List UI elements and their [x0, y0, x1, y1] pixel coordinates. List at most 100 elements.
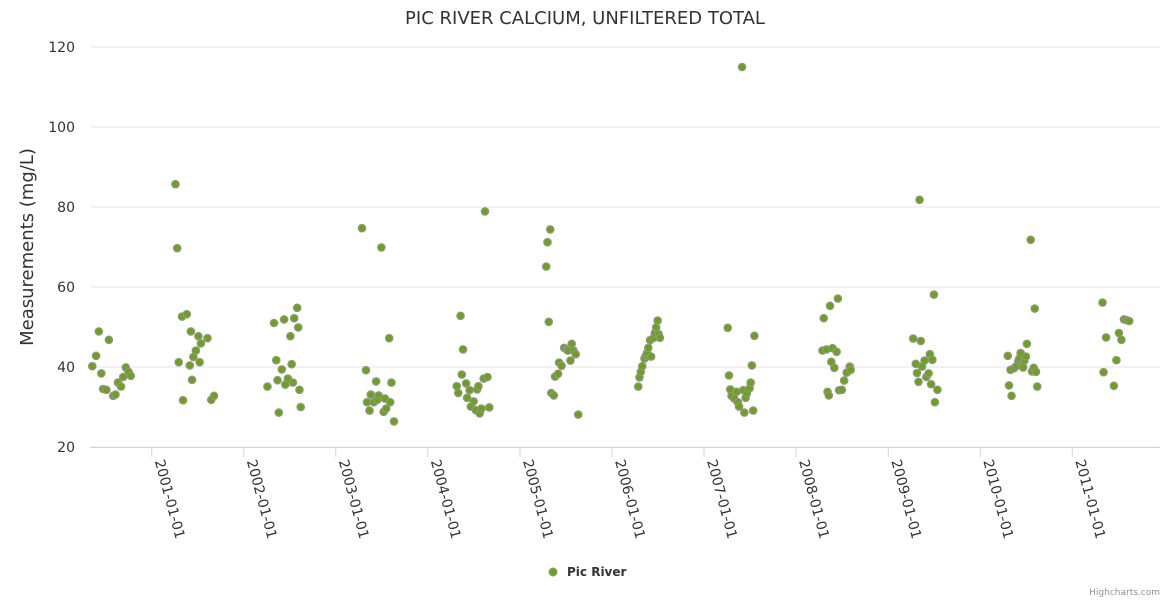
data-point[interactable] [371, 377, 381, 386]
data-point[interactable] [182, 309, 192, 319]
data-point[interactable] [1026, 235, 1035, 245]
data-point[interactable] [458, 345, 468, 354]
data-point[interactable] [644, 343, 653, 353]
data-point[interactable] [287, 359, 296, 369]
data-point[interactable] [833, 294, 843, 303]
data-point[interactable] [553, 369, 563, 379]
data-point[interactable] [933, 385, 942, 395]
data-point[interactable] [846, 365, 856, 375]
data-point[interactable] [930, 397, 940, 407]
data-point[interactable] [279, 315, 289, 324]
data-point[interactable] [366, 390, 376, 399]
data-point[interactable] [389, 417, 399, 426]
data-point[interactable] [289, 313, 299, 323]
data-point[interactable] [477, 404, 486, 413]
data-point[interactable] [104, 335, 114, 345]
data-point[interactable] [573, 410, 583, 419]
data-point[interactable] [655, 333, 665, 343]
data-point[interactable] [908, 334, 918, 343]
data-point[interactable] [484, 403, 494, 412]
data-point[interactable] [1117, 335, 1126, 345]
data-point[interactable] [1101, 333, 1111, 342]
data-point[interactable] [91, 351, 101, 361]
data-point[interactable] [384, 333, 394, 343]
data-point[interactable] [461, 379, 471, 388]
data-point[interactable] [1022, 339, 1032, 349]
data-point[interactable] [174, 357, 184, 367]
data-point[interactable] [928, 355, 937, 365]
data-point[interactable] [483, 372, 492, 382]
data-point[interactable] [116, 382, 126, 391]
data-point[interactable] [723, 323, 733, 333]
data-point[interactable] [87, 361, 97, 371]
data-point[interactable] [469, 397, 478, 406]
data-point[interactable] [543, 237, 552, 247]
data-point[interactable] [1098, 298, 1107, 307]
data-point[interactable] [456, 311, 465, 321]
data-point[interactable] [171, 179, 180, 189]
data-point[interactable] [1018, 363, 1028, 372]
data-point[interactable] [737, 62, 747, 72]
data-point[interactable] [286, 331, 295, 341]
data-point[interactable] [819, 313, 829, 323]
data-point[interactable] [920, 356, 929, 365]
data-point[interactable] [474, 381, 483, 391]
data-point[interactable] [1031, 367, 1041, 377]
data-point[interactable] [571, 349, 581, 359]
data-point[interactable] [274, 408, 284, 417]
data-point[interactable] [292, 303, 302, 313]
data-point[interactable] [377, 243, 386, 252]
data-point[interactable] [633, 382, 643, 391]
data-point[interactable] [293, 323, 303, 332]
data-point[interactable] [186, 327, 196, 336]
data-point[interactable] [734, 402, 744, 411]
data-point[interactable] [646, 352, 656, 361]
data-point[interactable] [263, 382, 272, 391]
data-point[interactable] [1112, 355, 1121, 365]
data-point[interactable] [637, 361, 647, 371]
data-point[interactable] [288, 378, 298, 387]
data-point[interactable] [544, 317, 554, 327]
data-point[interactable] [97, 369, 106, 378]
data-point[interactable] [839, 376, 849, 385]
data-point[interactable] [361, 365, 371, 375]
data-point[interactable] [825, 301, 835, 311]
data-point[interactable] [924, 369, 933, 378]
data-point[interactable] [1007, 391, 1016, 401]
data-point[interactable] [724, 371, 734, 380]
data-point[interactable] [747, 361, 757, 370]
data-point[interactable] [452, 381, 462, 391]
data-point[interactable] [187, 375, 197, 385]
data-point[interactable] [194, 331, 203, 341]
data-point[interactable] [185, 361, 195, 370]
data-point[interactable] [1003, 351, 1013, 361]
data-point[interactable] [1109, 381, 1119, 391]
data-point[interactable] [929, 290, 939, 299]
data-point[interactable] [748, 406, 758, 415]
data-point[interactable] [94, 327, 104, 336]
data-point[interactable] [465, 385, 474, 395]
legend[interactable]: Pic River [548, 565, 627, 579]
data-point[interactable] [387, 378, 396, 387]
data-point[interactable] [457, 370, 467, 379]
data-point[interactable] [1004, 381, 1014, 390]
data-point[interactable] [273, 375, 282, 385]
data-point[interactable] [830, 363, 839, 373]
data-point[interactable] [1124, 316, 1134, 326]
data-point[interactable] [740, 408, 749, 417]
data-point[interactable] [1021, 352, 1031, 361]
data-point[interactable] [557, 361, 566, 371]
data-point[interactable] [191, 346, 201, 355]
data-point[interactable] [269, 318, 279, 328]
data-point[interactable] [541, 262, 551, 271]
data-point[interactable] [126, 371, 136, 381]
data-point[interactable] [915, 195, 924, 205]
legend-label[interactable]: Pic River [567, 565, 627, 579]
data-point[interactable] [914, 377, 923, 387]
data-point[interactable] [549, 391, 559, 400]
data-point[interactable] [746, 378, 755, 387]
data-point[interactable] [357, 223, 367, 233]
data-point[interactable] [653, 316, 662, 325]
data-point[interactable] [196, 339, 206, 348]
data-point[interactable] [277, 365, 287, 374]
